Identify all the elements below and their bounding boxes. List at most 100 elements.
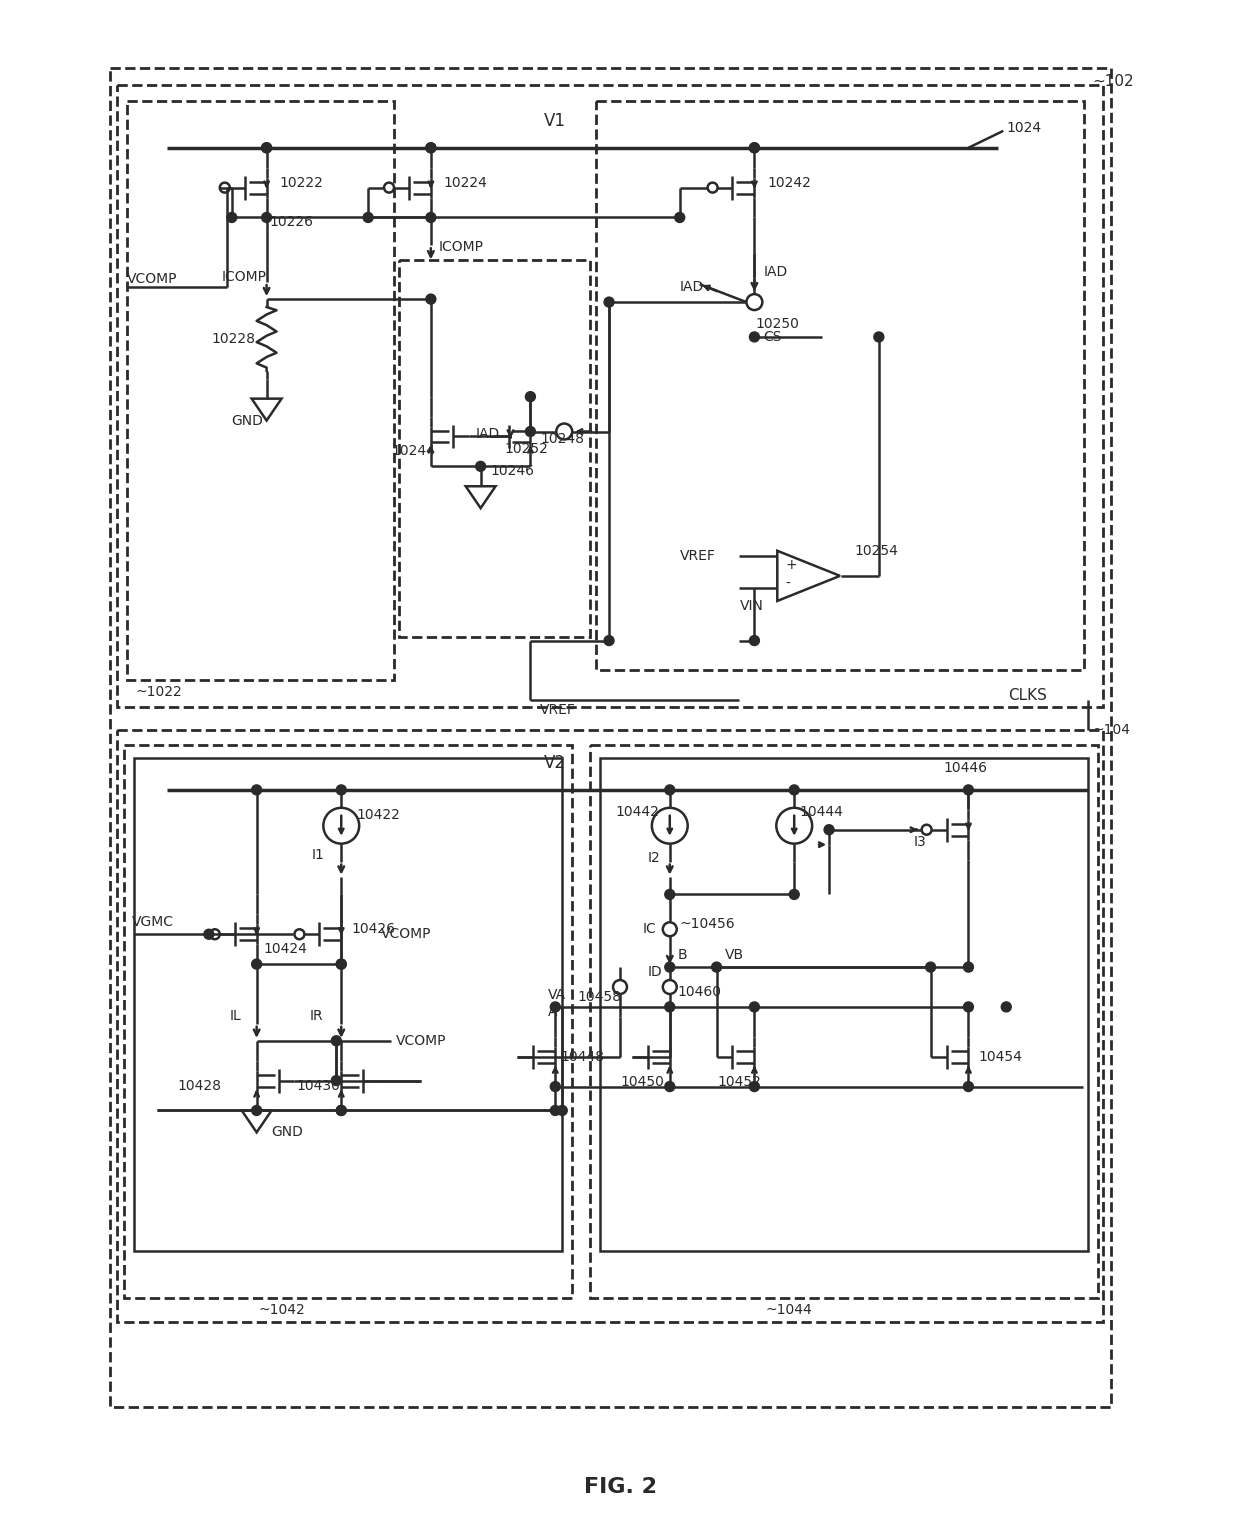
Text: VCOMP: VCOMP: [381, 927, 432, 941]
Text: I1: I1: [311, 847, 325, 861]
Circle shape: [1001, 1002, 1012, 1013]
Circle shape: [789, 784, 800, 795]
Circle shape: [963, 1002, 973, 1013]
Text: 10452: 10452: [718, 1074, 761, 1089]
Text: 10224: 10224: [444, 176, 487, 190]
Text: 10422: 10422: [356, 807, 401, 821]
Text: 10460: 10460: [678, 985, 722, 999]
Bar: [600, 758, 1087, 1250]
Text: VREF: VREF: [680, 548, 715, 562]
Text: ~10456: ~10456: [680, 918, 735, 931]
Circle shape: [363, 213, 373, 222]
Bar: [110, 67, 1111, 1406]
Text: 10248: 10248: [541, 432, 584, 446]
Text: 10424: 10424: [264, 942, 308, 956]
Circle shape: [336, 784, 346, 795]
Text: 10228: 10228: [212, 332, 255, 346]
Circle shape: [476, 461, 486, 472]
Circle shape: [712, 962, 722, 973]
Circle shape: [336, 1106, 346, 1115]
Circle shape: [963, 962, 973, 973]
Circle shape: [749, 636, 759, 645]
Text: 10458: 10458: [577, 990, 621, 1003]
Circle shape: [331, 1036, 341, 1046]
Circle shape: [262, 142, 272, 153]
Circle shape: [551, 1082, 560, 1091]
Text: V2: V2: [544, 754, 567, 772]
Circle shape: [675, 213, 684, 222]
Text: VCOMP: VCOMP: [396, 1034, 446, 1048]
Text: I3: I3: [914, 835, 926, 849]
Text: IR: IR: [310, 1010, 324, 1023]
Circle shape: [749, 142, 759, 153]
Circle shape: [252, 959, 262, 970]
Text: ICOMP: ICOMP: [439, 241, 484, 254]
Circle shape: [526, 426, 536, 437]
Circle shape: [604, 297, 614, 306]
Text: -: -: [785, 578, 790, 591]
Circle shape: [874, 332, 884, 342]
Circle shape: [604, 636, 614, 645]
Text: VCOMP: VCOMP: [128, 273, 177, 286]
Text: IAD: IAD: [680, 280, 704, 294]
Text: VGMC: VGMC: [133, 915, 174, 930]
Text: ICOMP: ICOMP: [222, 270, 267, 285]
Text: B: B: [678, 948, 687, 962]
Circle shape: [749, 1082, 759, 1091]
Text: 10444: 10444: [800, 804, 843, 818]
Circle shape: [825, 824, 835, 835]
Circle shape: [425, 142, 435, 153]
Bar: [118, 731, 1102, 1322]
Bar: [596, 101, 1084, 671]
Text: CS: CS: [764, 329, 782, 343]
Bar: [124, 745, 572, 1298]
Circle shape: [252, 784, 262, 795]
Text: ~1044: ~1044: [766, 1302, 812, 1316]
Circle shape: [963, 784, 973, 795]
Text: 10246: 10246: [491, 464, 534, 478]
Text: 10244: 10244: [391, 444, 435, 458]
Text: 10254: 10254: [854, 544, 898, 558]
Text: 10448: 10448: [560, 1049, 604, 1063]
Text: 10242: 10242: [768, 176, 811, 190]
Circle shape: [425, 213, 435, 222]
Circle shape: [336, 959, 346, 970]
Circle shape: [665, 962, 675, 973]
Text: GND: GND: [272, 1126, 304, 1140]
Text: 1024: 1024: [1007, 121, 1042, 135]
Text: ID: ID: [647, 965, 662, 979]
Text: IAD: IAD: [764, 265, 787, 279]
Circle shape: [749, 142, 759, 153]
Text: I2: I2: [647, 850, 661, 864]
Text: 10426: 10426: [351, 922, 396, 936]
Circle shape: [665, 784, 675, 795]
Text: 10428: 10428: [177, 1079, 221, 1092]
Circle shape: [963, 1082, 973, 1091]
Circle shape: [425, 142, 435, 153]
Text: VB: VB: [724, 948, 744, 962]
Circle shape: [789, 890, 800, 899]
Circle shape: [331, 1075, 341, 1086]
Text: +: +: [785, 558, 797, 573]
Text: 10252: 10252: [505, 443, 548, 457]
Text: 10454: 10454: [978, 1049, 1022, 1063]
Text: 10222: 10222: [279, 176, 324, 190]
Text: IAD: IAD: [476, 427, 500, 441]
Text: IL: IL: [229, 1010, 242, 1023]
Bar: [134, 758, 562, 1250]
Circle shape: [526, 392, 536, 401]
Text: 10430: 10430: [296, 1079, 340, 1092]
Text: ~104: ~104: [1092, 723, 1131, 737]
Text: CLKS: CLKS: [1008, 688, 1047, 703]
Text: 10442: 10442: [615, 804, 658, 818]
Circle shape: [551, 1106, 560, 1115]
Circle shape: [749, 332, 759, 342]
Text: 10250: 10250: [755, 317, 800, 331]
Text: 10226: 10226: [269, 216, 314, 230]
Text: ~1022: ~1022: [135, 685, 182, 699]
Text: ~102: ~102: [1092, 74, 1135, 89]
Circle shape: [425, 294, 435, 303]
Text: ~1042: ~1042: [258, 1302, 305, 1316]
Text: GND: GND: [232, 414, 264, 427]
Circle shape: [665, 1002, 675, 1013]
